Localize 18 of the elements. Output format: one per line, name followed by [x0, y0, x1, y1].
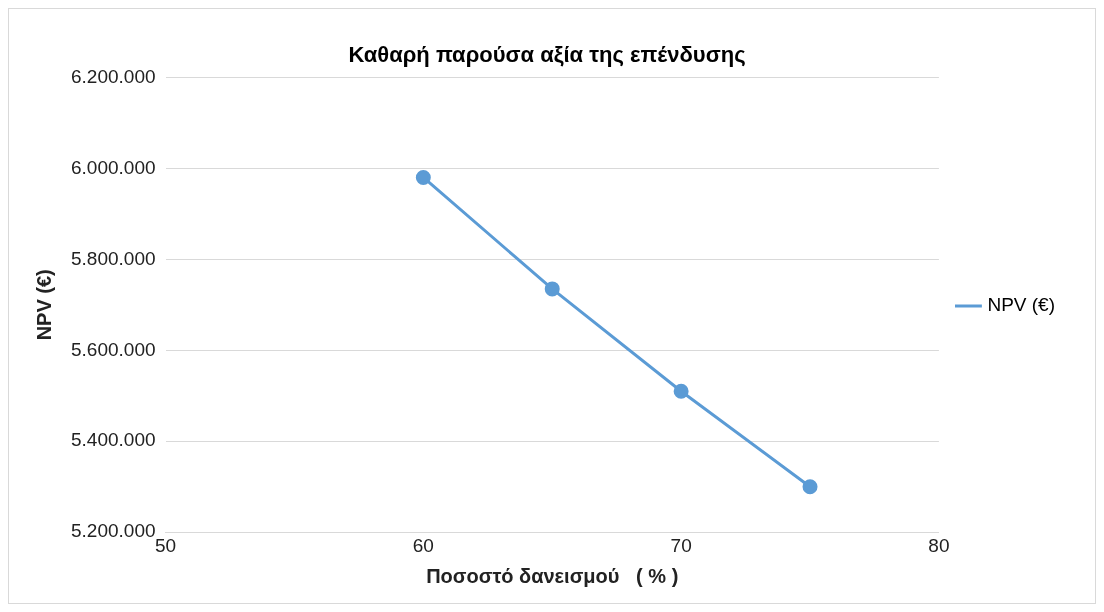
- x-tick-label: 60: [412, 534, 434, 556]
- point: [544, 281, 560, 297]
- point: [415, 169, 431, 185]
- chart-title: Καθαρή παρούσα αξία της επένδυσης: [348, 42, 746, 68]
- legend-label: NPV (€): [987, 294, 1056, 316]
- point: [673, 383, 689, 399]
- x-tick-label: 50: [154, 534, 177, 556]
- y-tick-label: 5.600.000: [70, 338, 156, 360]
- y-tick-label: 5.400.000: [70, 429, 156, 451]
- y-tick-label: 5.800.000: [70, 247, 156, 269]
- x-tick-label: 80: [928, 534, 950, 556]
- y-axis-title: NPV (€): [32, 269, 55, 341]
- x-axis-title: Ποσοστό δανεισμού ( % ): [426, 564, 679, 587]
- y-tick-label: 5.200.000: [70, 520, 156, 542]
- y-tick-label: 6.000.000: [70, 156, 156, 178]
- y-tick-label: 6.200.000: [70, 65, 156, 87]
- point: [802, 479, 818, 495]
- x-tick-label: 70: [670, 534, 692, 556]
